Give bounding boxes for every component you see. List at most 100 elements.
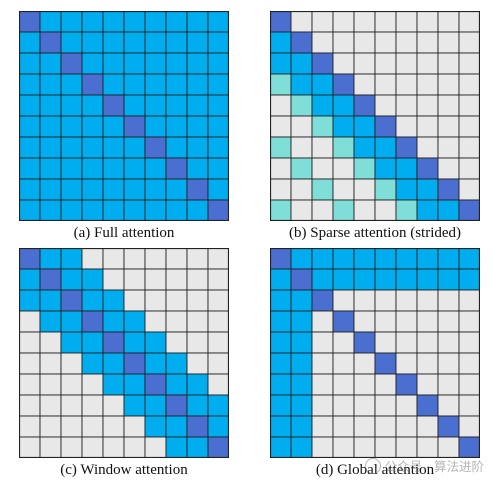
attention-cell-empty [123,436,146,458]
attention-cell-diagonal [416,394,439,417]
attention-cell-diagonal [458,436,480,458]
attention-cell-full [60,157,83,180]
attention-cell-empty [144,248,167,270]
attention-cell-full [39,73,62,96]
attention-cell-full [270,289,292,312]
attention-cell-empty [19,331,41,354]
attention-cell-full [81,11,104,33]
attention-cell-full [270,310,292,333]
attention-cell-full [186,11,209,33]
attention-cell-full [144,157,167,180]
attention-cell-full [102,310,125,333]
attention-cell-full [102,31,125,54]
attention-cell-empty [290,178,313,201]
attention-cell-full [19,157,41,180]
attention-cell-empty [290,11,313,33]
attention-cell-full [332,94,355,117]
attention-cell-stride [332,199,355,221]
attention-cell-full [416,268,439,291]
attention-cell-empty [123,268,146,291]
attention-cell-full [395,178,418,201]
attention-cell-empty [207,373,229,396]
attention-cell-diagonal [186,178,209,201]
attention-cell-full [437,199,460,221]
attention-cell-full [102,11,125,33]
attention-cell-empty [102,436,125,458]
attention-cell-full [19,115,41,138]
attention-cell-diagonal [437,415,460,438]
attention-cell-empty [123,289,146,312]
attention-cell-full [332,248,355,270]
attention-cell-empty [353,31,376,54]
attention-cell-full [102,199,125,221]
attention-cell-diagonal [374,352,397,375]
attention-cell-empty [395,94,418,117]
attention-cell-diagonal [39,268,62,291]
attention-cell-full [353,268,376,291]
attention-cell-full [165,415,188,438]
attention-cell-empty [207,268,229,291]
attention-cell-full [60,248,83,270]
attention-cell-full [186,52,209,75]
attention-cell-empty [311,11,334,33]
attention-cell-empty [123,415,146,438]
attention-cell-empty [270,94,292,117]
attention-cell-diagonal [123,352,146,375]
attention-cell-full [311,73,334,96]
attention-cell-full [60,115,83,138]
attention-cell-diagonal [102,331,125,354]
attention-cell-full [207,136,229,159]
attention-cell-full [19,136,41,159]
attention-cell-empty [437,436,460,458]
attention-cell-full [186,136,209,159]
attention-cell-diagonal [437,178,460,201]
attention-cell-empty [311,136,334,159]
attention-cell-full [102,352,125,375]
caption-sparse-attention: (b) Sparse attention (strided) [288,225,462,241]
attention-cell-full [39,248,62,270]
caption-window-attention: (c) Window attention [60,462,188,478]
attention-cell-empty [19,394,41,417]
attention-cell-full [39,115,62,138]
attention-cell-full [270,415,292,438]
attention-cell-empty [290,115,313,138]
attention-cell-empty [207,289,229,312]
attention-cell-empty [437,394,460,417]
attention-cell-full [144,352,167,375]
attention-cell-diagonal [186,415,209,438]
attention-cell-full [123,310,146,333]
attention-cell-full [144,115,167,138]
matrix-border [270,11,480,221]
attention-cell-stride [270,136,292,159]
attention-cell-full [374,136,397,159]
attention-cell-empty [458,73,480,96]
attention-cell-full [207,415,229,438]
attention-cell-full [395,157,418,180]
attention-cell-full [207,52,229,75]
attention-cell-empty [186,331,209,354]
attention-cell-empty [332,11,355,33]
attention-cell-empty [311,373,334,396]
attention-cell-full [81,289,104,312]
attention-cell-full [186,73,209,96]
attention-cell-empty [311,310,334,333]
attention-cell-diagonal [416,157,439,180]
attention-cell-full [60,268,83,291]
attention-cell-full [290,415,313,438]
attention-cell-full [60,73,83,96]
attention-cell-empty [458,289,480,312]
attention-cell-full [207,178,229,201]
attention-cell-full [416,199,439,221]
attention-cell-empty [332,178,355,201]
attention-cell-empty [39,436,62,458]
attention-cell-full [81,331,104,354]
attention-cell-diagonal [458,199,480,221]
attention-cell-empty [102,268,125,291]
attention-cell-full [81,94,104,117]
attention-cell-full [144,52,167,75]
attention-cell-empty [416,415,439,438]
attention-cell-empty [270,178,292,201]
caption-full-attention: (a) Full attention [73,225,175,241]
attention-cell-empty [81,436,104,458]
attention-cell-empty [290,136,313,159]
